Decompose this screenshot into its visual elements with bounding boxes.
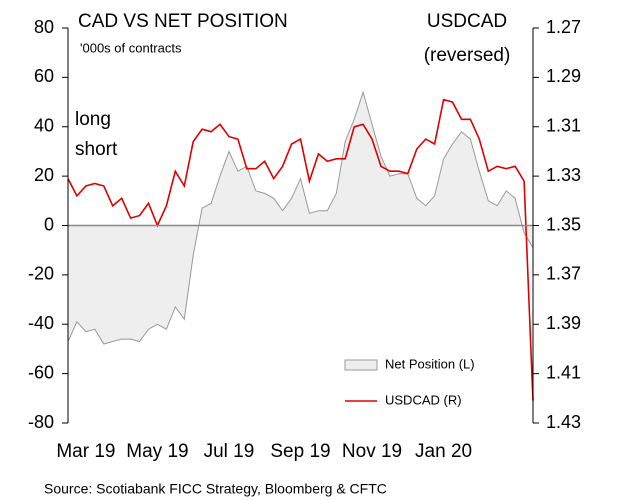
y2-tick-label: 1.29 bbox=[546, 66, 581, 86]
y2-tick-label: 1.31 bbox=[546, 116, 581, 136]
y-tick-label: -60 bbox=[28, 362, 54, 382]
x-tick-label: Jul 19 bbox=[204, 441, 255, 462]
y2-tick-label: 1.41 bbox=[546, 362, 581, 382]
x-tick-label: Mar 19 bbox=[56, 441, 115, 462]
annotation: long bbox=[75, 109, 111, 130]
y-tick-label: 80 bbox=[34, 17, 54, 37]
y-tick-label: 60 bbox=[34, 66, 54, 86]
y-tick-label: -40 bbox=[28, 313, 54, 333]
y2-tick-label: 1.39 bbox=[546, 313, 581, 333]
y-tick-label: 20 bbox=[34, 165, 54, 185]
y-tick-label: -80 bbox=[28, 412, 54, 432]
x-tick-label: Jan 20 bbox=[415, 441, 472, 462]
line bbox=[67, 98, 534, 401]
y2-tick-label: 1.43 bbox=[546, 412, 581, 432]
y2-tick-label: 1.35 bbox=[546, 214, 581, 234]
x-tick-label: Sep 19 bbox=[270, 441, 330, 462]
y-tick-label: 0 bbox=[44, 214, 54, 234]
y2-axis-label: USDCAD bbox=[427, 11, 507, 32]
y-tick-label: 40 bbox=[34, 116, 54, 136]
y2-tick-label: 1.27 bbox=[546, 17, 581, 37]
chart-title: CAD VS NET POSITION bbox=[78, 11, 288, 32]
area bbox=[67, 90, 534, 345]
legend-label: USDCAD (R) bbox=[385, 392, 462, 407]
x-tick-label: Nov 19 bbox=[342, 441, 402, 462]
legend-swatch bbox=[344, 359, 378, 371]
annotation: short bbox=[75, 139, 118, 160]
y2-tick-label: 1.33 bbox=[546, 165, 581, 185]
chart-subtitle: '000s of contracts bbox=[80, 40, 182, 55]
x-tick-label: May 19 bbox=[126, 441, 188, 462]
source: Source: Scotiabank FICC Strategy, Bloomb… bbox=[44, 481, 387, 497]
y-tick-label: -20 bbox=[28, 264, 54, 284]
y2-tick-label: 1.37 bbox=[546, 264, 581, 284]
legend-label: Net Position (L) bbox=[385, 356, 475, 371]
y2-axis-label: (reversed) bbox=[424, 45, 511, 66]
